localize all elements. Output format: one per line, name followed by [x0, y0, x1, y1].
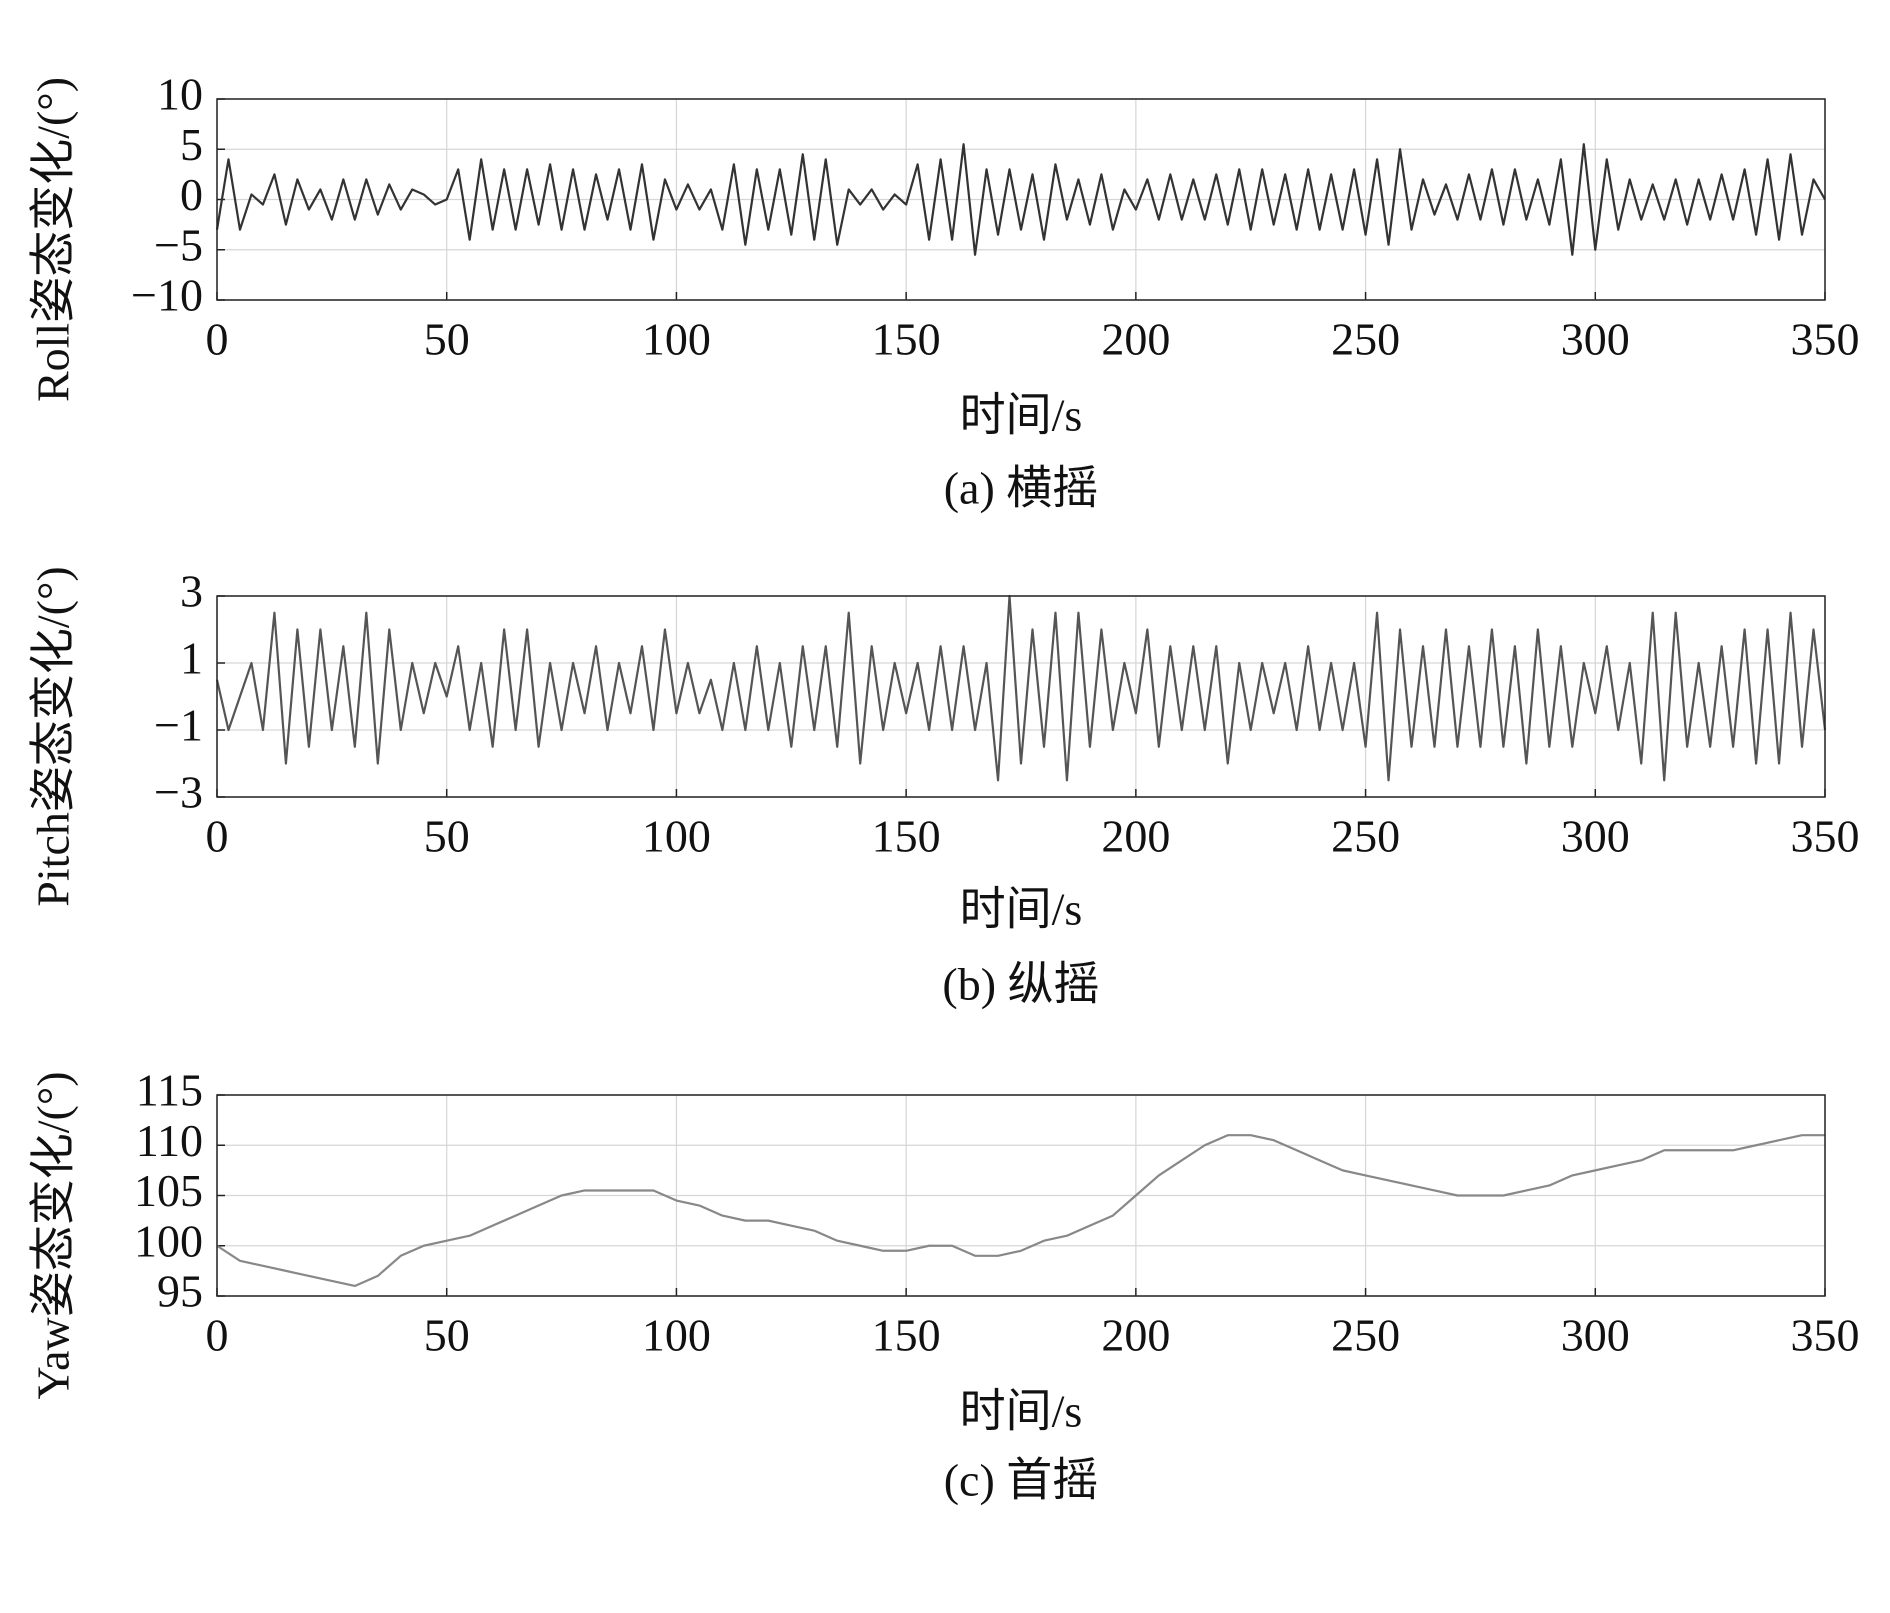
y-tick-label: 105: [134, 1165, 203, 1216]
x-tick-label: 200: [1101, 811, 1170, 862]
x-tick-label: 100: [642, 314, 711, 365]
y-axis-label: Roll姿态变化/(°): [28, 77, 79, 402]
chart-title: (a) 横摇: [944, 463, 1099, 514]
y-tick-label: 5: [180, 119, 203, 170]
x-tick-label: 300: [1561, 1310, 1630, 1361]
x-tick-label: 350: [1791, 811, 1860, 862]
x-tick-label: 300: [1561, 314, 1630, 365]
x-axis-label: 时间/s: [960, 390, 1083, 441]
x-tick-label: 350: [1791, 1310, 1860, 1361]
y-tick-label: 110: [136, 1115, 203, 1166]
data-line: [215, 594, 1827, 782]
y-tick-label: −1: [154, 700, 203, 751]
y-tick-label: −3: [154, 767, 203, 818]
x-tick-label: 150: [872, 811, 941, 862]
x-tick-label: 250: [1331, 811, 1400, 862]
x-tick-label: 150: [872, 1310, 941, 1361]
x-tick-label: 50: [424, 314, 470, 365]
x-tick-label: 100: [642, 1310, 711, 1361]
x-tick-label: 0: [206, 1310, 229, 1361]
x-tick-label: 50: [424, 1310, 470, 1361]
y-tick-label: 95: [157, 1266, 203, 1317]
y-tick-label: −5: [154, 219, 203, 270]
chart-title: (c) 首摇: [944, 1455, 1099, 1506]
x-tick-label: 150: [872, 314, 941, 365]
y-tick-label: 0: [180, 169, 203, 220]
y-tick-label: 10: [157, 69, 203, 120]
x-tick-label: 0: [206, 811, 229, 862]
x-tick-label: 200: [1101, 314, 1170, 365]
y-tick-label: −10: [131, 270, 203, 321]
plot-frame: [216, 98, 1826, 301]
y-axis-label: Yaw姿态变化/(°): [28, 1071, 79, 1399]
plot-frame: [216, 1094, 1826, 1297]
y-tick-label: 1: [180, 633, 203, 684]
y-tick-label: 115: [136, 1065, 203, 1116]
x-tick-label: 0: [206, 314, 229, 365]
x-tick-label: 100: [642, 811, 711, 862]
data-line: [215, 143, 1826, 256]
x-tick-label: 250: [1331, 314, 1400, 365]
x-axis-label: 时间/s: [960, 1386, 1083, 1437]
x-tick-label: 200: [1101, 1310, 1170, 1361]
y-tick-label: 100: [134, 1215, 203, 1266]
x-tick-label: 250: [1331, 1310, 1400, 1361]
chart-title: (b) 纵摇: [942, 959, 1099, 1010]
plot-frame: [216, 595, 1826, 798]
x-tick-label: 50: [424, 811, 470, 862]
data-line: [216, 1134, 1825, 1288]
y-axis-label: Pitch姿态变化/(°): [28, 566, 79, 906]
y-tick-label: 3: [180, 566, 203, 617]
x-axis-label: 时间/s: [960, 884, 1083, 935]
x-tick-label: 350: [1791, 314, 1860, 365]
x-tick-label: 300: [1561, 811, 1630, 862]
